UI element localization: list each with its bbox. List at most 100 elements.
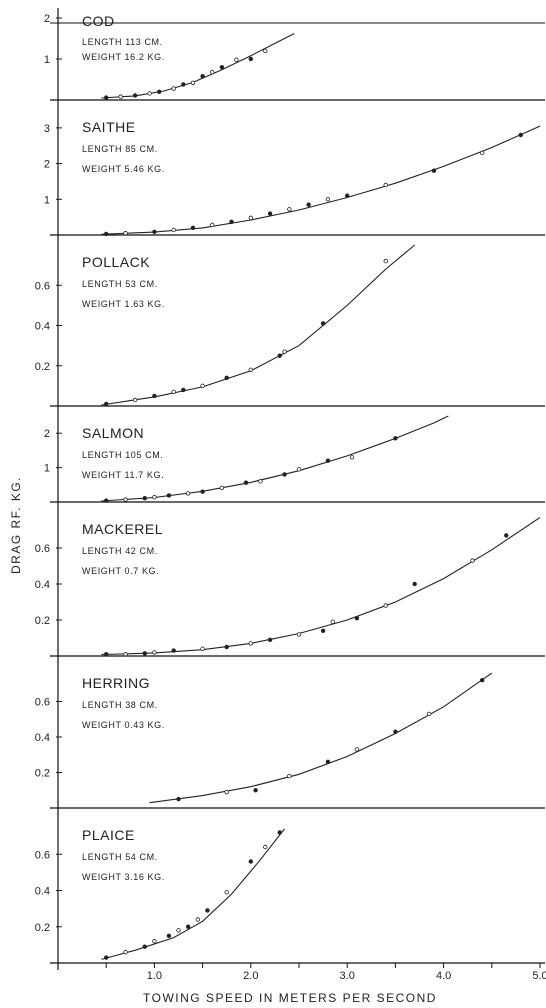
panel-length-saithe: LENGTH 85 CM.	[82, 144, 158, 154]
data-point	[263, 48, 268, 53]
data-point	[320, 321, 326, 326]
data-point	[171, 227, 176, 233]
data-point	[277, 830, 282, 835]
data-point	[190, 225, 196, 231]
data-point	[205, 908, 210, 913]
data-point	[176, 796, 181, 802]
data-point	[152, 939, 157, 944]
data-point	[103, 652, 109, 657]
y-tick-label: 1	[44, 194, 50, 206]
panel-weight-mackerel: WEIGHT 0.7 KG.	[82, 566, 159, 576]
panel-weight-cod: WEIGHT 16.2 KG.	[82, 52, 165, 62]
data-point	[479, 150, 485, 156]
data-point	[132, 93, 138, 98]
data-point	[248, 859, 253, 864]
data-point	[210, 69, 215, 75]
panel-title-cod: COD	[82, 13, 115, 29]
data-point	[219, 485, 225, 491]
data-point	[152, 393, 157, 399]
data-point	[248, 641, 253, 646]
data-point	[171, 648, 176, 653]
panels-layer: 1 2 COD LENGTH 113 CM. WEIGHT 16.2 KG. 1 2 3 SAI…	[35, 13, 545, 964]
data-point	[345, 193, 350, 198]
x-tick-label: 3.0	[340, 970, 355, 982]
data-point	[354, 616, 360, 621]
fitted-curve-cod	[101, 33, 295, 99]
y-tick-label: 2	[44, 159, 50, 171]
data-point	[142, 496, 147, 501]
data-point	[200, 383, 205, 389]
data-point	[224, 644, 229, 650]
data-point	[248, 367, 253, 372]
y-tick-label: 0.4	[35, 321, 50, 333]
fitted-curve-herring	[149, 672, 493, 804]
panel-length-mackerel: LENGTH 42 CM.	[82, 546, 158, 556]
data-point	[195, 917, 200, 922]
data-point	[296, 632, 302, 637]
data-point	[118, 94, 123, 99]
data-point	[103, 401, 109, 407]
panel-length-cod: LENGTH 113 CM.	[82, 37, 163, 47]
data-point	[282, 472, 287, 477]
data-point	[325, 197, 331, 202]
x-axis-title: TOWING SPEED IN METERS PER SECOND	[143, 991, 437, 1005]
data-point	[152, 650, 157, 655]
data-point	[210, 222, 215, 228]
data-point	[287, 773, 292, 779]
data-point	[103, 95, 109, 100]
data-point	[383, 603, 388, 608]
panel-length-salmon: LENGTH 105 CM.	[82, 450, 163, 460]
y-tick-label: 0.2	[35, 922, 50, 934]
panel-title-herring: HERRING	[82, 675, 150, 691]
y-tick-label: 0.4	[35, 886, 50, 898]
data-point	[504, 533, 509, 538]
data-point	[320, 628, 326, 633]
panel-weight-herring: WEIGHT 0.43 KG.	[82, 720, 165, 730]
y-tick-label: 3	[44, 123, 50, 135]
fitted-curve-saithe	[101, 125, 541, 235]
data-point	[123, 949, 128, 955]
panel-mackerel: 0.2 0.4 0.6 MACKEREL LENGTH 42 CM. WEIGHT 0.7…	[35, 516, 545, 657]
data-point	[103, 955, 109, 960]
data-point	[282, 349, 287, 354]
panel-herring: 0.2 0.4 0.6 HERRING LENGTH 38 CM. WEIGHT 0.43…	[35, 672, 545, 809]
data-point	[142, 944, 147, 949]
data-point	[181, 82, 186, 87]
data-point	[132, 397, 138, 403]
y-tick-label: 0.2	[35, 615, 50, 627]
data-point	[277, 353, 282, 358]
data-point	[224, 890, 229, 895]
data-point	[157, 89, 162, 94]
data-point	[296, 467, 302, 472]
panel-title-saithe: SAITHE	[82, 119, 136, 135]
y-tick-label: 0.4	[35, 579, 50, 591]
y-tick-label: 0.2	[35, 768, 50, 780]
data-point	[349, 455, 355, 460]
data-point	[171, 86, 176, 91]
y-tick-label: 0.6	[35, 280, 50, 292]
data-point	[123, 497, 128, 502]
x-tick-label: 2.0	[243, 970, 258, 982]
panel-cod: 1 2 COD LENGTH 113 CM. WEIGHT 16.2 KG.	[44, 13, 545, 101]
x-tick-label: 5.0	[532, 970, 546, 982]
data-point	[330, 619, 335, 624]
data-point	[234, 57, 239, 63]
x-tick-label: 1.0	[147, 970, 162, 982]
panel-length-plaice: LENGTH 54 CM.	[82, 852, 158, 862]
data-point	[263, 844, 268, 850]
data-point	[248, 215, 253, 221]
y-tick-label: 2	[44, 428, 50, 440]
data-point	[248, 56, 253, 62]
data-point	[147, 91, 152, 96]
panel-title-pollack: POLLACK	[82, 254, 150, 270]
data-point	[470, 558, 475, 563]
y-tick-label: 1	[44, 54, 50, 66]
y-tick-label: 0.2	[35, 361, 50, 373]
data-point	[181, 387, 186, 393]
data-point	[393, 729, 398, 734]
data-point	[325, 759, 331, 765]
fitted-curve-plaice	[101, 828, 285, 960]
y-tick-label: 2	[44, 13, 50, 25]
data-point	[383, 182, 388, 188]
y-tick-label: 1	[44, 463, 50, 475]
